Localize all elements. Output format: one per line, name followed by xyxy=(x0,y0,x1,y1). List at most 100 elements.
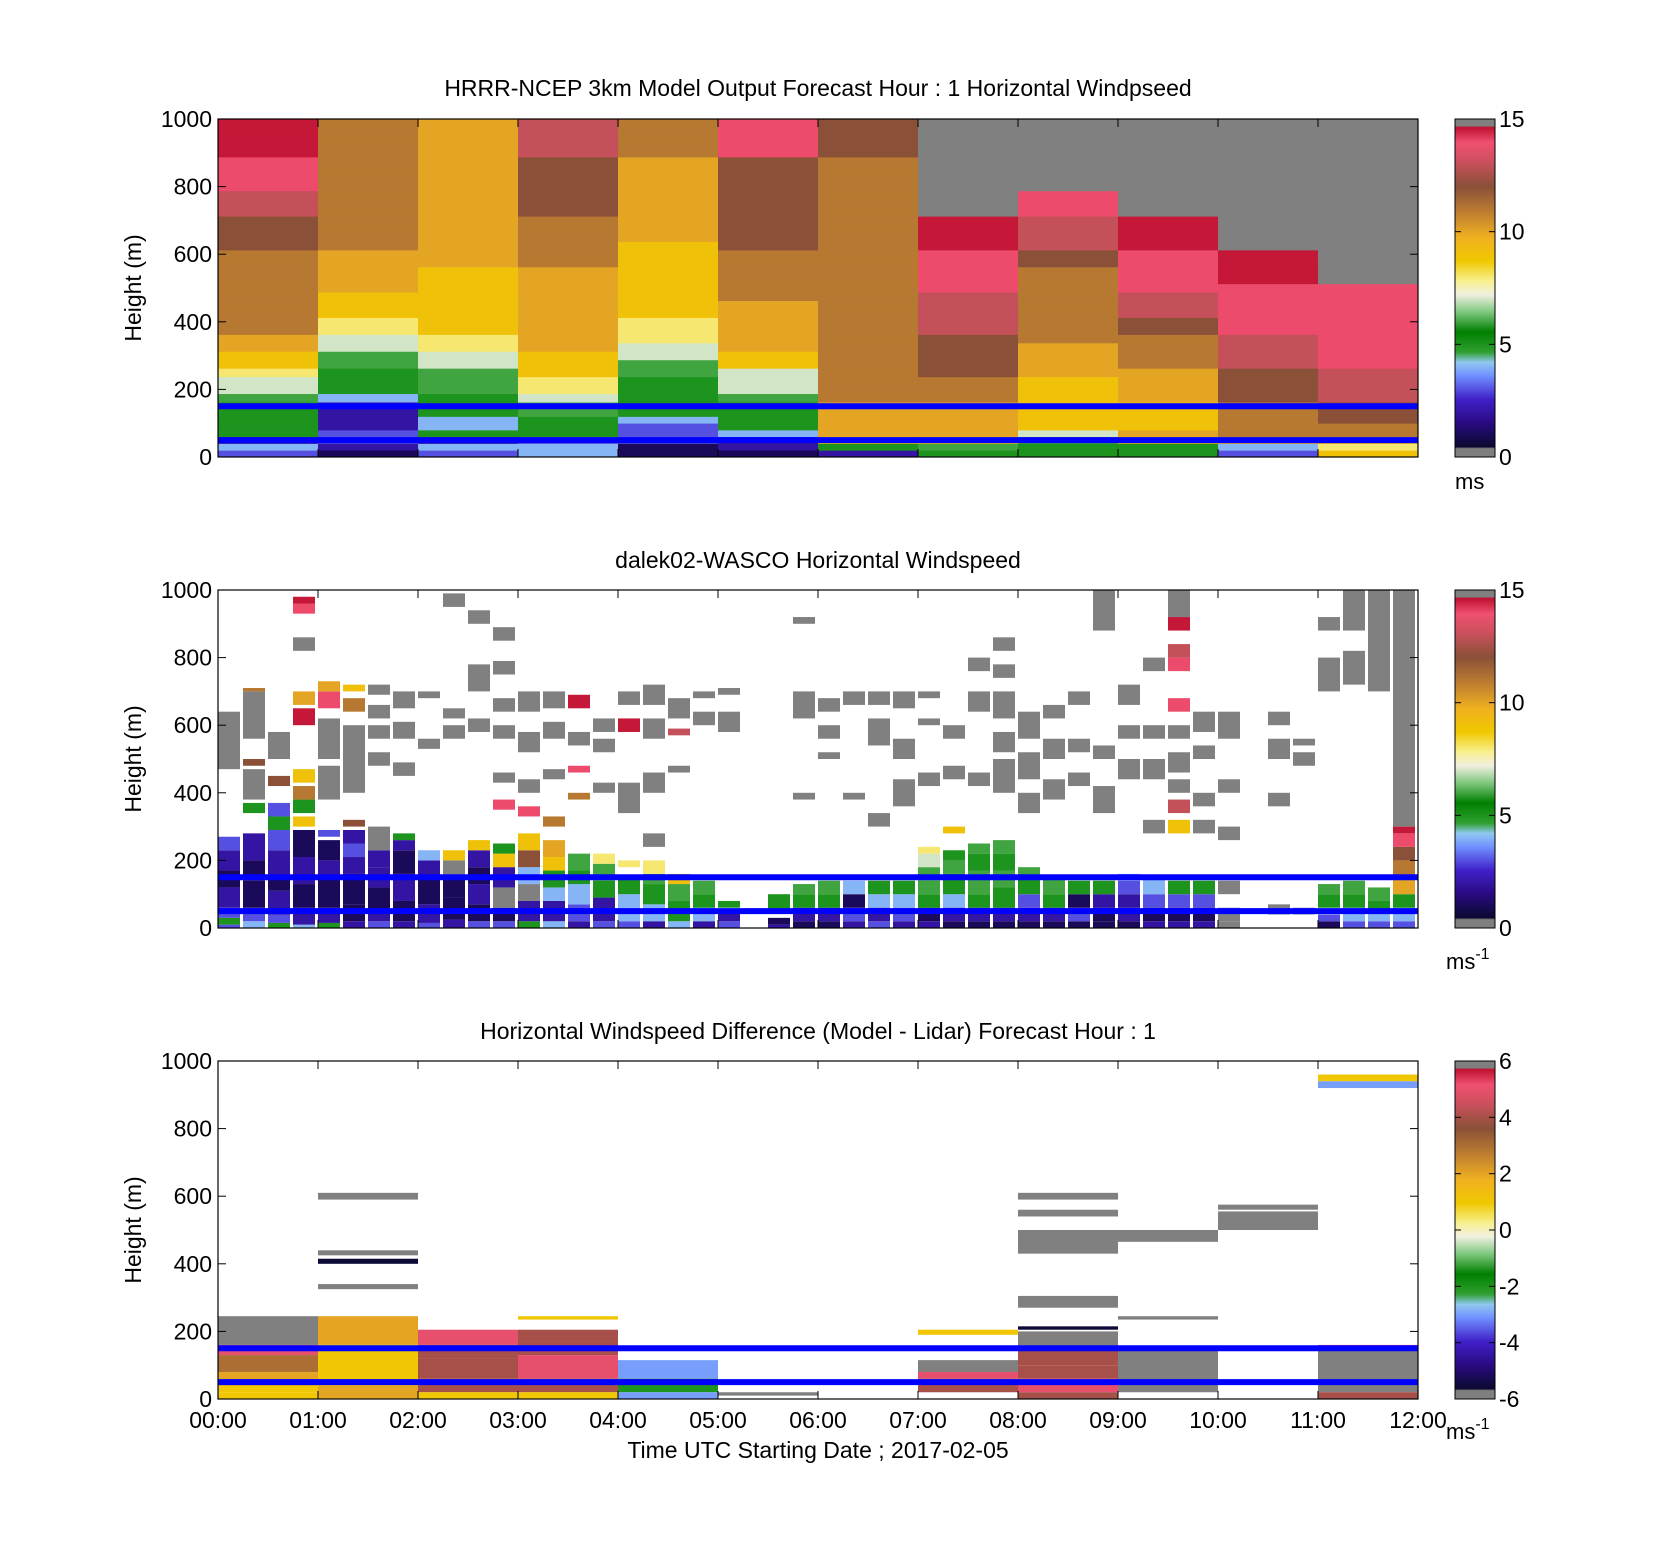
cell xyxy=(318,718,340,759)
cell xyxy=(1368,590,1390,692)
cell xyxy=(918,119,1019,124)
cell xyxy=(1218,224,1319,234)
cell xyxy=(618,283,719,293)
cell xyxy=(618,182,719,192)
cell xyxy=(343,829,365,844)
cell xyxy=(1018,157,1119,166)
colorbar-tick-label: 0 xyxy=(1499,444,1512,470)
cell xyxy=(718,148,819,158)
cell xyxy=(843,691,865,705)
cell xyxy=(218,207,319,217)
cell xyxy=(1318,123,1419,133)
x-tick-labels: 00:00 01:00 02:00 03:00 04:00 05:00 06:00 07:00… xyxy=(189,1407,1447,1433)
cell xyxy=(218,140,319,149)
cell xyxy=(518,157,619,166)
cell xyxy=(618,416,719,424)
y-tick-label: 600 xyxy=(174,1183,212,1209)
cell xyxy=(643,884,665,905)
cell xyxy=(1218,429,1319,438)
cell xyxy=(1318,148,1419,158)
cell xyxy=(393,921,415,928)
cell xyxy=(218,182,319,192)
cell xyxy=(918,429,1019,438)
cell xyxy=(918,368,1019,378)
cell xyxy=(418,148,519,158)
cell xyxy=(1218,157,1319,166)
cell xyxy=(218,317,319,327)
cell xyxy=(593,718,615,732)
cell xyxy=(618,368,719,378)
cell xyxy=(1218,140,1319,149)
cell xyxy=(1018,131,1119,141)
cell xyxy=(993,691,1015,719)
cell xyxy=(818,148,919,158)
cell xyxy=(293,799,315,814)
cell xyxy=(1018,1209,1118,1217)
cell xyxy=(1368,887,1390,901)
cell xyxy=(718,416,819,424)
cell xyxy=(693,691,715,699)
x-tick-label: 09:00 xyxy=(1089,1407,1147,1433)
cell xyxy=(493,627,515,641)
cell xyxy=(818,429,919,438)
cell xyxy=(1018,165,1119,175)
cell xyxy=(343,698,365,712)
cell xyxy=(218,416,319,424)
cell xyxy=(718,342,819,352)
cell xyxy=(818,921,840,928)
cell xyxy=(1118,233,1219,242)
colorbar-tick-label: 15 xyxy=(1499,106,1525,132)
panel-difference-band-lines xyxy=(218,1345,1418,1386)
colorbar-tick-label: 6 xyxy=(1499,1048,1512,1074)
cell xyxy=(418,157,519,166)
cell xyxy=(318,309,419,318)
cell xyxy=(818,326,919,335)
cell xyxy=(518,368,619,378)
panel-lidar-band-lines xyxy=(218,874,1418,915)
cell xyxy=(768,917,790,925)
cell xyxy=(918,148,1019,158)
cell xyxy=(1318,351,1419,361)
cell xyxy=(1118,300,1219,310)
cell xyxy=(1068,894,1090,908)
cell xyxy=(418,691,440,699)
cell xyxy=(818,450,919,458)
cell xyxy=(318,317,419,327)
cell xyxy=(318,199,419,209)
cell xyxy=(218,385,319,395)
cell xyxy=(1168,644,1190,658)
cell xyxy=(1218,275,1319,285)
cell xyxy=(1118,359,1219,369)
cell xyxy=(918,241,1019,251)
cell xyxy=(868,718,890,746)
cell xyxy=(1343,650,1365,685)
cell xyxy=(918,853,940,868)
cell xyxy=(1318,921,1340,928)
cell xyxy=(243,802,265,814)
cell xyxy=(1218,283,1319,293)
cell xyxy=(968,894,990,908)
cell xyxy=(1018,894,1040,908)
cell xyxy=(1318,443,1419,451)
cell xyxy=(818,207,919,217)
panel-difference-ticks: 0 200 400 600 800 1000 xyxy=(161,1048,1419,1412)
cell xyxy=(568,884,590,905)
cell xyxy=(918,376,1019,386)
cell xyxy=(818,368,919,378)
cell xyxy=(718,233,819,242)
cell xyxy=(343,684,365,692)
cell xyxy=(1218,207,1319,217)
cell xyxy=(1218,258,1319,268)
cell xyxy=(1393,846,1415,861)
cell xyxy=(718,376,819,386)
cell xyxy=(418,216,519,226)
cell xyxy=(593,921,615,928)
cell xyxy=(1118,416,1219,424)
cell xyxy=(368,887,390,912)
cell xyxy=(718,393,819,403)
y-tick-label: 800 xyxy=(174,1116,212,1142)
cell xyxy=(1118,148,1219,158)
cell xyxy=(918,1360,1018,1372)
cell xyxy=(318,266,419,276)
cell xyxy=(1118,894,1140,908)
